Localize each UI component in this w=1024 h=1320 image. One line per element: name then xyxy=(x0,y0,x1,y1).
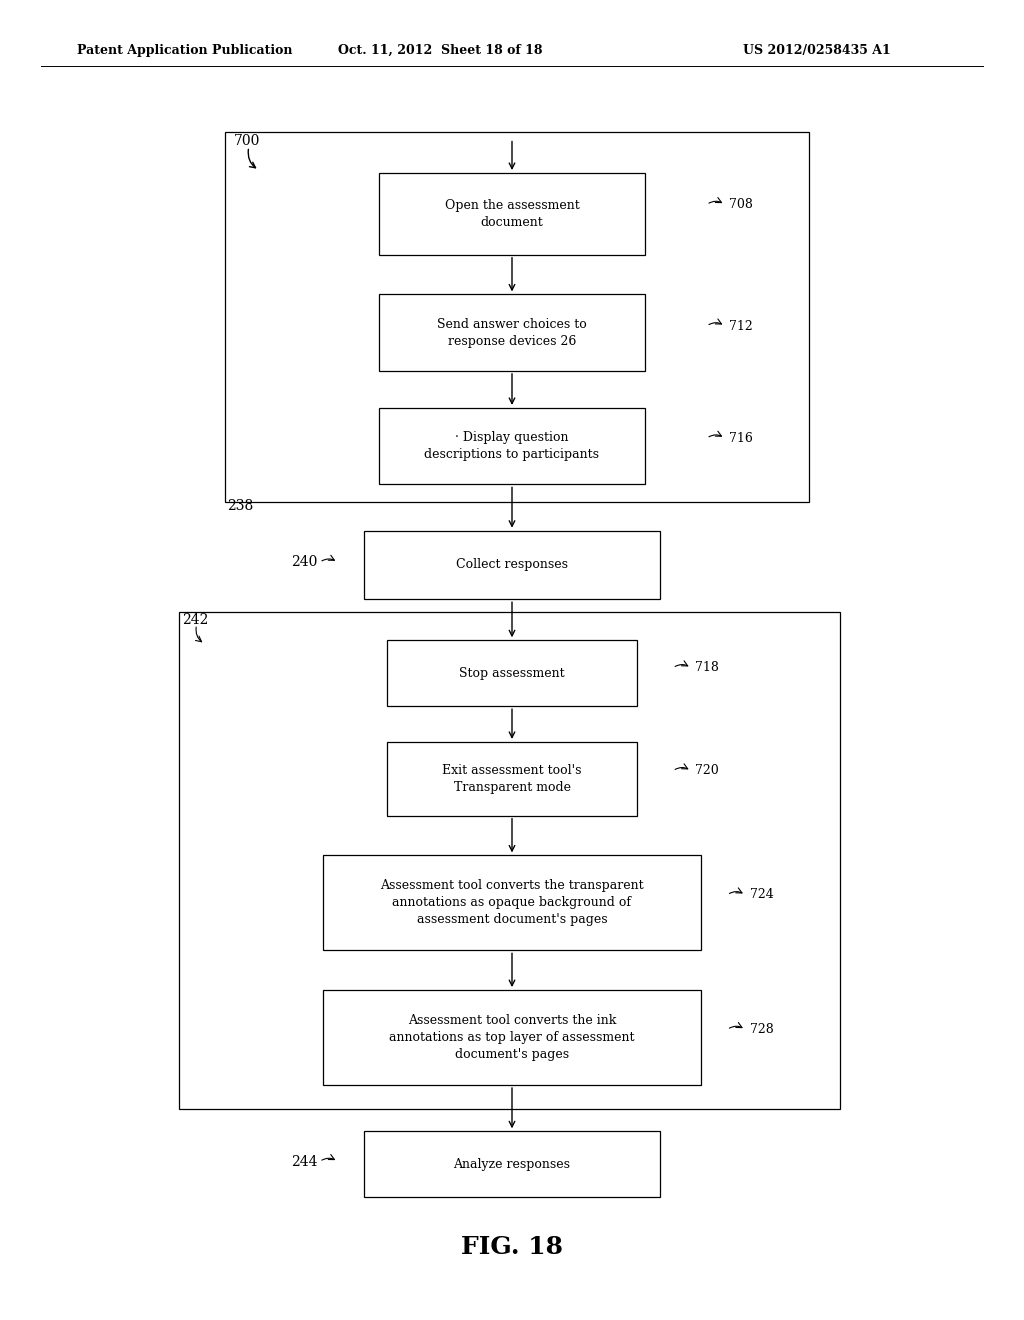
Text: Patent Application Publication: Patent Application Publication xyxy=(77,44,292,57)
Bar xyxy=(379,294,645,371)
Text: 720: 720 xyxy=(695,764,719,777)
Text: 238: 238 xyxy=(227,499,254,513)
Text: Assessment tool converts the transparent
annotations as opaque background of
ass: Assessment tool converts the transparent… xyxy=(380,879,644,927)
Bar xyxy=(387,742,637,816)
Text: · Display question
descriptions to participants: · Display question descriptions to parti… xyxy=(425,432,599,461)
Text: Assessment tool converts the ink
annotations as top layer of assessment
document: Assessment tool converts the ink annotat… xyxy=(389,1014,635,1061)
Bar xyxy=(364,1131,660,1197)
Bar xyxy=(364,531,660,599)
Text: US 2012/0258435 A1: US 2012/0258435 A1 xyxy=(743,44,891,57)
Text: 700: 700 xyxy=(233,135,260,148)
Text: 718: 718 xyxy=(695,661,719,675)
Text: Analyze responses: Analyze responses xyxy=(454,1158,570,1171)
Text: 240: 240 xyxy=(291,556,317,569)
Text: Collect responses: Collect responses xyxy=(456,558,568,572)
Text: FIG. 18: FIG. 18 xyxy=(461,1236,563,1259)
Text: Oct. 11, 2012  Sheet 18 of 18: Oct. 11, 2012 Sheet 18 of 18 xyxy=(338,44,543,57)
Text: Stop assessment: Stop assessment xyxy=(459,667,565,680)
Bar xyxy=(323,990,701,1085)
Bar xyxy=(225,132,809,502)
Bar xyxy=(379,173,645,255)
Text: 728: 728 xyxy=(750,1023,773,1036)
Text: Send answer choices to
response devices 26: Send answer choices to response devices … xyxy=(437,318,587,347)
Text: 712: 712 xyxy=(729,319,753,333)
Bar xyxy=(179,612,840,1109)
Text: 716: 716 xyxy=(729,432,753,445)
Text: Exit assessment tool's
Transparent mode: Exit assessment tool's Transparent mode xyxy=(442,764,582,793)
Bar xyxy=(323,855,701,950)
Text: 724: 724 xyxy=(750,888,773,902)
Bar xyxy=(379,408,645,484)
Text: 242: 242 xyxy=(182,614,209,627)
Bar xyxy=(387,640,637,706)
Text: 244: 244 xyxy=(291,1155,317,1168)
Text: 708: 708 xyxy=(729,198,753,211)
Text: Open the assessment
document: Open the assessment document xyxy=(444,199,580,228)
